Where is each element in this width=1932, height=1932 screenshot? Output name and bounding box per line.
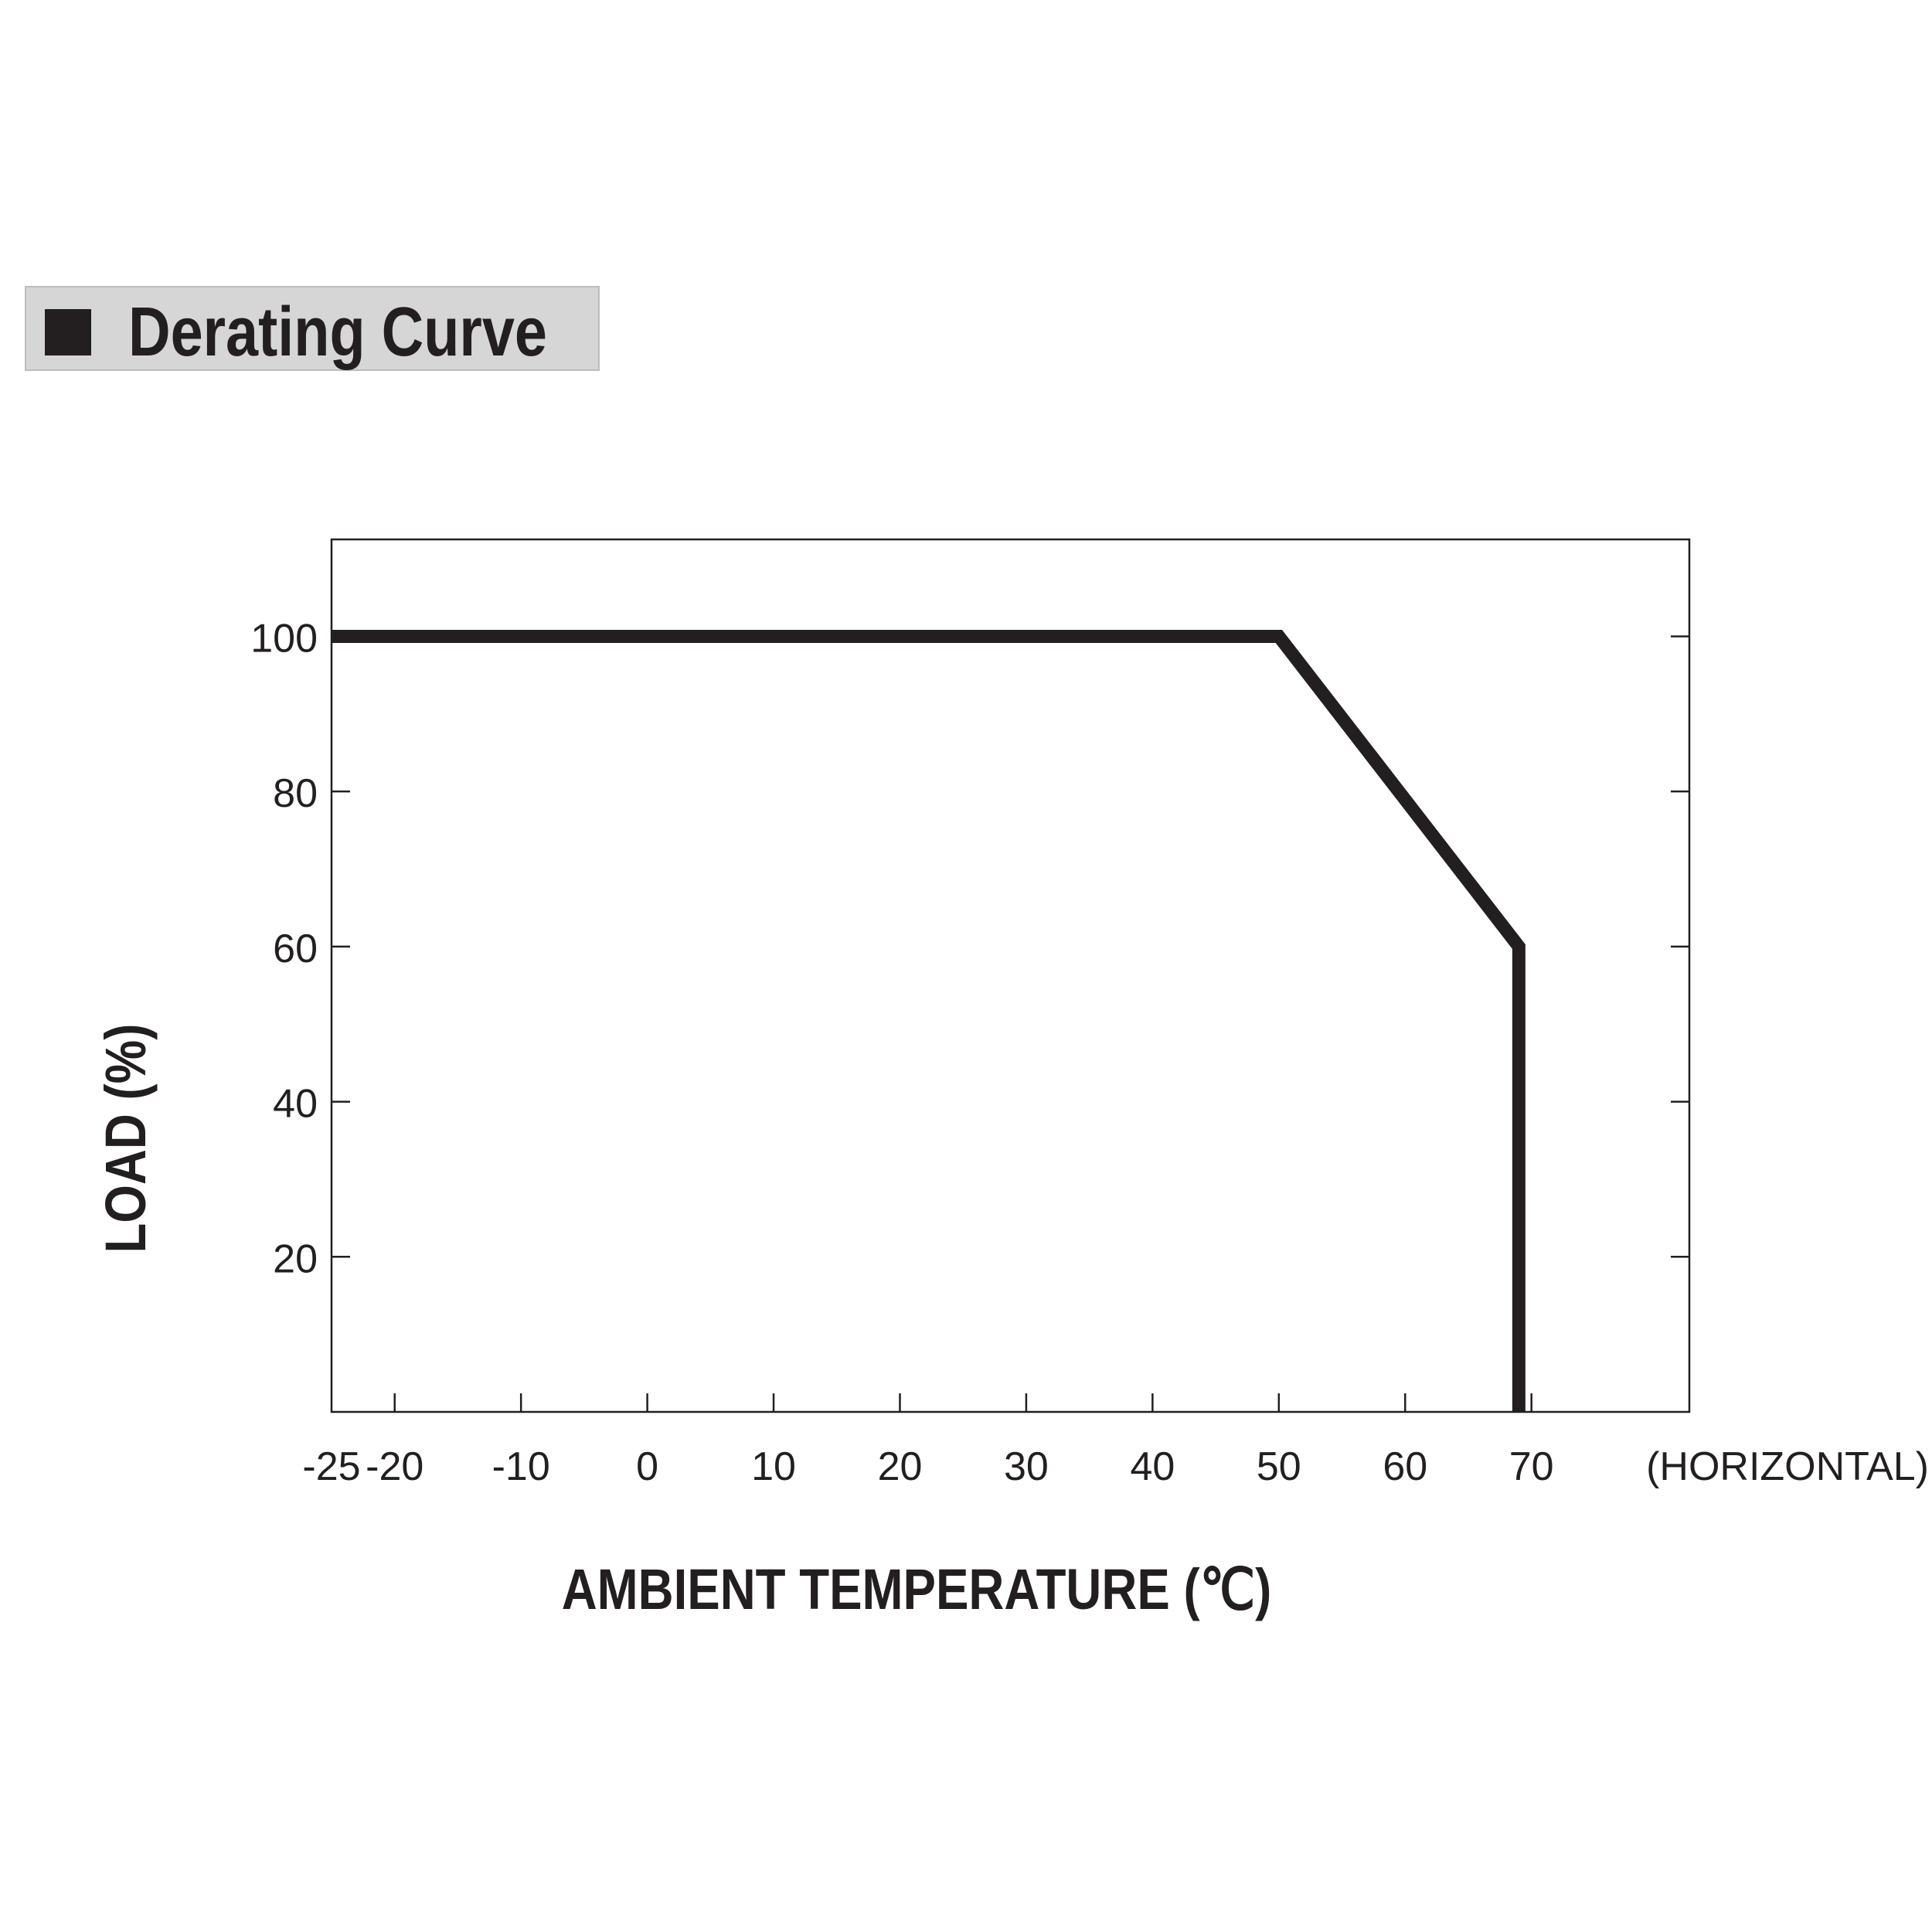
- x-tick-label: 40: [1130, 1444, 1175, 1489]
- x-tick-label: 0: [636, 1444, 658, 1489]
- x-tick-label: -10: [492, 1444, 550, 1489]
- y-tick-label: 20: [273, 1236, 318, 1281]
- x-tick-label: 30: [1004, 1444, 1049, 1489]
- title-bullet-square: [45, 309, 91, 355]
- x-tick-label: 60: [1383, 1444, 1427, 1489]
- x-axis-title: AMBIENT TEMPERATURE (℃): [562, 1558, 1272, 1622]
- x-tick-label: 70: [1509, 1444, 1554, 1489]
- x-tick-label: 20: [878, 1444, 923, 1489]
- title-box: Derating Curve: [25, 286, 600, 371]
- derating-curve-line: [332, 629, 1526, 1412]
- y-tick-label: 40: [273, 1082, 318, 1127]
- y-tick-label: 100: [250, 616, 318, 661]
- y-axis-title: LOAD (%): [94, 1024, 158, 1253]
- chart-title: Derating Curve: [128, 294, 547, 371]
- plot-frame: [330, 538, 1691, 1413]
- x-tick-label: -20: [366, 1444, 423, 1489]
- y-tick-label: 60: [273, 927, 318, 971]
- x-tick-label: 10: [751, 1444, 796, 1489]
- x-tick-label: 50: [1257, 1444, 1301, 1489]
- x-axis-annotation: (HORIZONTAL): [1646, 1444, 1929, 1489]
- x-tick-label: -25: [302, 1444, 360, 1489]
- y-tick-label: 80: [273, 771, 318, 816]
